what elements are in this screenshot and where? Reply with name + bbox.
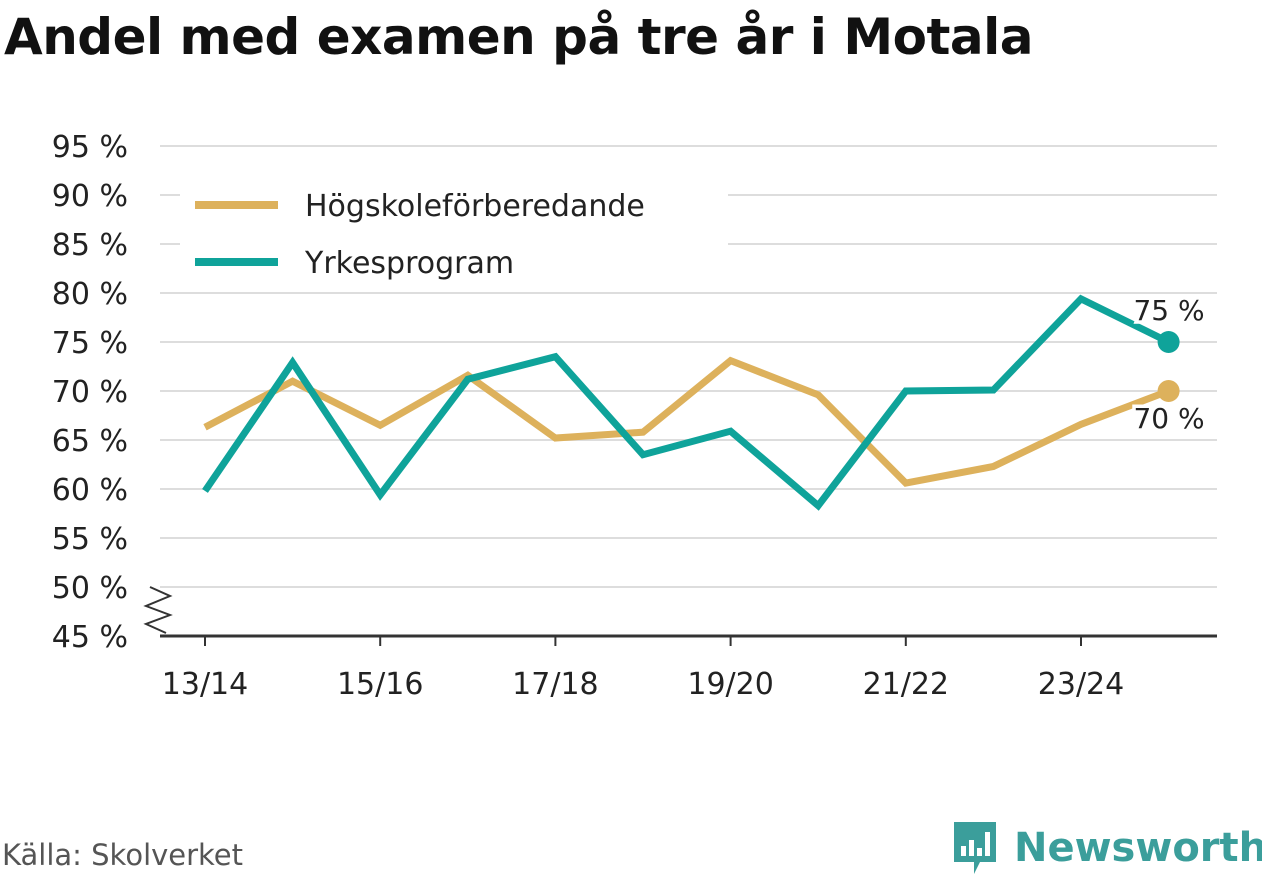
- x-tick-label: 23/24: [1038, 667, 1124, 702]
- legend-label: Yrkesprogram: [304, 246, 514, 281]
- y-tick-label: 95 %: [52, 130, 128, 165]
- x-axis: 13/14 15/16 17/18 19/20 21/22 23/24: [160, 634, 1217, 702]
- end-label-0: 70 %: [1133, 402, 1204, 435]
- legend-label: Högskoleförberedande: [305, 189, 645, 224]
- y-tick-label: 60 %: [52, 473, 128, 508]
- y-tick-label: 70 %: [52, 375, 128, 410]
- y-tick-label: 75 %: [52, 326, 128, 361]
- legend-box: [180, 176, 728, 292]
- series-line-0: [203, 356, 1170, 487]
- legend: Högskoleförberedande Yrkesprogram: [180, 176, 728, 292]
- y-tick-label: 50 %: [52, 571, 128, 606]
- y-tick-label: 80 %: [52, 277, 128, 312]
- y-tick-label: 65 %: [52, 424, 128, 459]
- y-tick-label: 85 %: [52, 228, 128, 263]
- x-tick-label: 13/14: [162, 667, 248, 702]
- end-label-1: 75 %: [1133, 294, 1204, 327]
- series-end-point-0: [1157, 380, 1180, 402]
- newsworthy-logo[interactable]: Newsworthy: [950, 818, 1262, 878]
- axis-break: [143, 586, 173, 634]
- source-note: Källa: Skolverket: [2, 838, 244, 872]
- y-axis-ticks: 95 % 90 % 85 % 80 % 75 % 70 % 65 % 60 % 55 % 50 %…: [52, 130, 173, 655]
- series-line-1: [202, 294, 1171, 511]
- y-tick-label: 45 %: [52, 620, 128, 655]
- x-tick-label: 21/22: [863, 667, 949, 702]
- series-end-point-1: [1157, 331, 1180, 353]
- chart-title: Andel med examen på tre år i Motala: [4, 8, 1033, 66]
- y-tick-label: 55 %: [52, 522, 128, 557]
- end-labels: 70 % 75 %: [1130, 291, 1208, 439]
- y-tick-label: 90 %: [52, 179, 128, 214]
- newsworthy-icon: [954, 822, 996, 874]
- x-tick-label: 15/16: [337, 667, 423, 702]
- series-lines: [202, 294, 1180, 511]
- brand-name: Newsworthy: [1014, 825, 1262, 871]
- x-tick-label: 19/20: [687, 667, 773, 702]
- x-tick-label: 17/18: [512, 667, 598, 702]
